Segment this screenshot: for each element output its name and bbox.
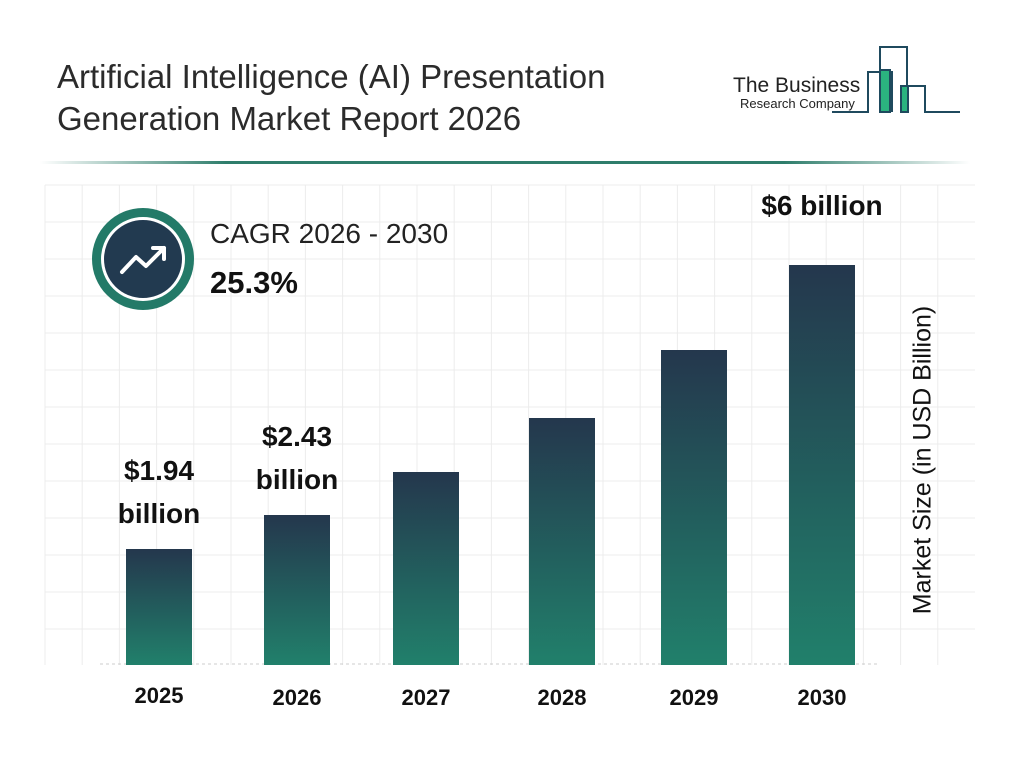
bar-2030 <box>789 265 855 665</box>
data-label: $1.94 billion <box>117 455 201 530</box>
data-label: $6 billion <box>761 190 883 221</box>
x-tick-label: 2026 <box>272 685 322 710</box>
x-tick-label: 2028 <box>537 685 587 710</box>
logo-text: The Business <box>733 74 861 97</box>
trending-up-icon <box>120 246 166 274</box>
logo-buildings-icon <box>832 46 960 113</box>
y-axis-label: Market Size (in USD Billion) <box>908 305 937 615</box>
bar-2027 <box>393 472 459 665</box>
x-tick-label: 2025 <box>134 683 184 708</box>
x-tick-label: 2029 <box>669 685 719 710</box>
divider <box>40 161 970 164</box>
title-line-2: Generation Market Report 2026 <box>57 100 522 137</box>
title-line-1: Artificial Intelligence (AI) Presentatio… <box>57 58 606 95</box>
bar-2029 <box>661 350 727 665</box>
chart-title: Artificial Intelligence (AI) Presentatio… <box>57 56 737 140</box>
bar-2025 <box>126 549 192 665</box>
cagr-badge <box>92 208 194 310</box>
x-tick-label: 2027 <box>401 685 451 710</box>
bar-2028 <box>529 418 595 665</box>
logo-subtext: Research Company <box>740 96 855 111</box>
data-label: $2.43 billion <box>255 420 339 495</box>
cagr-label: CAGR 2026 - 2030 <box>210 218 449 249</box>
x-tick-label: 2030 <box>797 685 847 710</box>
cagr-value: 25.3% <box>210 265 298 300</box>
bar-2026 <box>264 514 330 665</box>
